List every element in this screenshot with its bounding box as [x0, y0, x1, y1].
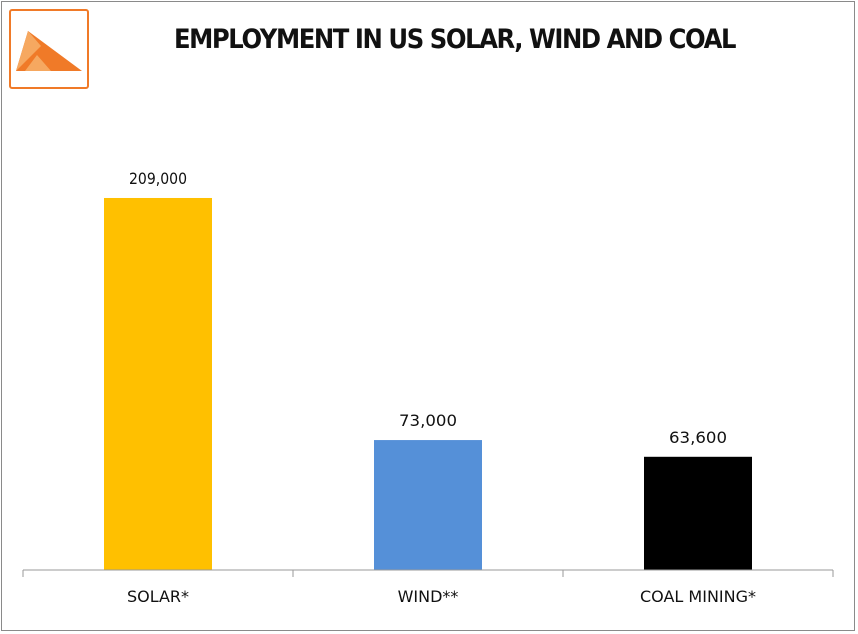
company-logo: [9, 9, 89, 89]
data-label: 63,600: [669, 428, 727, 447]
data-label: 73,000: [399, 411, 457, 430]
category-labels-group: SOLAR* WIND** COAL MINING*: [127, 587, 756, 606]
category-label: COAL MINING*: [640, 587, 756, 606]
x-axis-ticks: [22, 570, 834, 577]
bar: [644, 456, 752, 570]
data-label: 209,000: [129, 169, 187, 188]
bars-group: [104, 197, 752, 571]
category-label: SOLAR*: [127, 587, 189, 606]
triangle-logo-icon: [16, 31, 82, 71]
data-labels-group: 209,000 73,000 63,600: [129, 169, 727, 447]
bar: [374, 440, 482, 570]
category-label: WIND**: [398, 587, 459, 606]
bar: [104, 197, 212, 571]
